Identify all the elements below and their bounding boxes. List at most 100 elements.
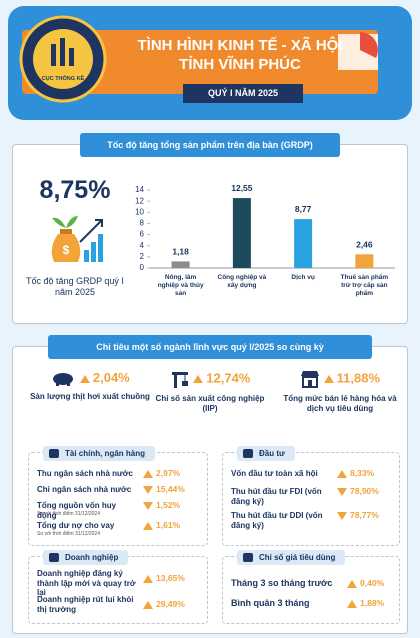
grdp-chart: 0 2 4 6 8 10 12 14 1,18 12,55 8,77 2,46 xyxy=(135,183,395,272)
row-note: So với thời điểm 31/12/2024 xyxy=(37,511,100,517)
highlight-label: Sản lượng thịt hơi xuất chuồng xyxy=(30,391,150,401)
down-arrow xyxy=(337,511,347,520)
shop-icon xyxy=(301,371,319,388)
category-labels: Nông, lâm nghiệp và thủy sản Công nghiệp … xyxy=(120,160,400,320)
icon-bar xyxy=(98,234,103,262)
panel-icon xyxy=(243,449,253,458)
value-text: 15,44% xyxy=(156,484,185,494)
row-value: 13,65% xyxy=(143,573,185,584)
logo-bar xyxy=(60,38,65,66)
up-arrow xyxy=(143,574,153,583)
value-text: 8,33% xyxy=(350,468,375,478)
header-title: TÌNH HÌNH KINH TẾ - XÃ HỘI TỈNH VĨNH PHÚ… xyxy=(105,36,375,74)
up-arrow xyxy=(143,469,153,478)
up-arrow xyxy=(347,579,357,588)
value-text: 78,77% xyxy=(350,510,379,520)
value-text: 0,40% xyxy=(360,578,385,588)
up-arrow xyxy=(347,599,357,608)
row-note: So với thời điểm 31/12/2024 xyxy=(37,531,100,537)
value-text: 78,90% xyxy=(350,486,379,496)
up-arrow xyxy=(79,374,90,383)
x-tick-label: Nông, lâm nghiệp và thủy sản xyxy=(157,274,204,297)
money-bag xyxy=(51,234,81,262)
up-arrow xyxy=(193,375,204,383)
panel-title: Chỉ số giá tiêu dùng xyxy=(237,550,346,565)
grdp-value: 8,75% xyxy=(39,176,111,204)
value-text: 2,97% xyxy=(156,468,181,478)
panel-title-text: Chỉ số giá tiêu dùng xyxy=(259,553,336,562)
row-value: 2,97% xyxy=(143,468,181,479)
panel: Đầu tư Vốn đầu tư toàn xã hội 8,33% Thu h… xyxy=(222,446,400,546)
panel-icon xyxy=(49,553,59,562)
highlight-value-line: 2,04% xyxy=(30,370,150,386)
logo-bar xyxy=(51,44,56,66)
highlight-value: 12,74% xyxy=(206,370,251,386)
y-tick-label: 12 xyxy=(135,196,144,205)
title-line: TỈNH VĨNH PHÚC xyxy=(179,56,301,73)
up-arrow xyxy=(337,469,347,478)
value-label: 1,18 xyxy=(172,246,189,256)
bag-tie xyxy=(60,229,72,234)
row-value: 1,61% xyxy=(143,520,180,531)
y-tick-label: 6 xyxy=(140,230,145,239)
panel-title: Tài chính, ngân hàng xyxy=(43,446,155,461)
row-value: 78,90% xyxy=(337,486,379,497)
panel: Doanh nghiệp Doanh nghiệp đăng ký thành … xyxy=(28,550,208,624)
up-arrow xyxy=(323,375,334,383)
title-line: TÌNH HÌNH KINH TẾ - XÃ HỘI xyxy=(137,37,343,54)
highlight-value-line: 11,88% xyxy=(280,370,400,388)
row-label: Tháng 3 so tháng trước xyxy=(231,578,333,588)
bar xyxy=(355,254,374,268)
dollar-sign: $ xyxy=(63,243,70,257)
highlight-value: 2,04% xyxy=(92,370,130,385)
down-arrow xyxy=(143,485,153,494)
highlight: 11,88% Tổng mức bán lẻ hàng hóa và dịch … xyxy=(280,370,400,414)
row-label: Thu hút đầu tư DDI (vốn đăng ký) xyxy=(231,511,323,530)
value-label: 2,46 xyxy=(356,239,373,249)
x-tick-label: Công nghiệp và xây dựng xyxy=(217,274,267,289)
row-value: 0,40% xyxy=(347,578,385,589)
row-label: Chi ngân sách nhà nước xyxy=(37,485,132,494)
bar xyxy=(232,198,251,268)
value-text: 1,88% xyxy=(360,598,385,608)
row-label: Thu hút đầu tư FDI (vốn đăng ký) xyxy=(231,487,322,506)
panel-title-text: Tài chính, ngân hàng xyxy=(65,449,145,458)
highlight: 2,04% Sản lượng thịt hơi xuất chuồng xyxy=(30,370,150,402)
icon-bar xyxy=(91,242,96,262)
grdp-title: Tốc độ tăng tổng sản phẩm trên địa bàn (… xyxy=(80,133,340,157)
panel-title-text: Đầu tư xyxy=(259,449,285,458)
header-decor xyxy=(338,32,378,70)
panel-title: Đầu tư xyxy=(237,446,295,461)
value-label: 12,55 xyxy=(231,183,253,193)
panel: Chỉ số giá tiêu dùng Tháng 3 so tháng tr… xyxy=(222,550,400,624)
down-arrow xyxy=(337,487,347,496)
y-tick-label: 0 xyxy=(140,263,145,272)
panel-title: Doanh nghiệp xyxy=(43,550,129,565)
y-tick-label: 10 xyxy=(135,207,144,216)
value-text: 1,52% xyxy=(156,500,181,510)
panel-icon xyxy=(243,553,253,562)
grdp-box xyxy=(12,144,408,324)
icon-bar xyxy=(84,250,89,262)
value-label: 8,77 xyxy=(295,204,312,214)
y-tick-label: 2 xyxy=(140,252,145,261)
decor-pie xyxy=(360,32,378,58)
highlight-value-line: 12,74% xyxy=(150,370,270,388)
row-value: 1,88% xyxy=(347,598,385,609)
panel-icon xyxy=(49,449,59,458)
row-label: Doanh nghiệp đăng ký thành lập mới và qu… xyxy=(37,569,136,597)
crane-icon xyxy=(171,372,188,388)
row-label: Vốn đầu tư toàn xã hội xyxy=(231,469,318,478)
logo-bar xyxy=(69,48,74,66)
row-value: 78,77% xyxy=(337,510,379,521)
row-value: 1,52% xyxy=(143,500,181,511)
bar xyxy=(294,219,313,268)
logo: CỤC THỐNG KÊ xyxy=(19,15,107,103)
logo-text: CỤC THỐNG KÊ xyxy=(42,74,85,82)
period: QUÝ I NĂM 2025 xyxy=(183,84,303,103)
x-tick-label: Thuế sản phẩm trừ trợ cấp sản phẩm xyxy=(340,274,389,297)
down-arrow xyxy=(143,501,153,510)
icon-arrow xyxy=(79,219,103,243)
